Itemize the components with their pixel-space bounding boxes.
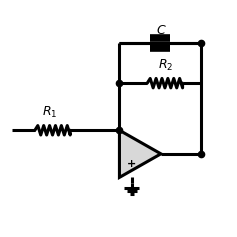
Polygon shape [119, 130, 161, 178]
Text: $R_1$: $R_1$ [42, 105, 58, 120]
Text: $C$: $C$ [156, 23, 167, 36]
Text: +: + [126, 159, 136, 169]
Text: $R_2$: $R_2$ [159, 58, 174, 73]
